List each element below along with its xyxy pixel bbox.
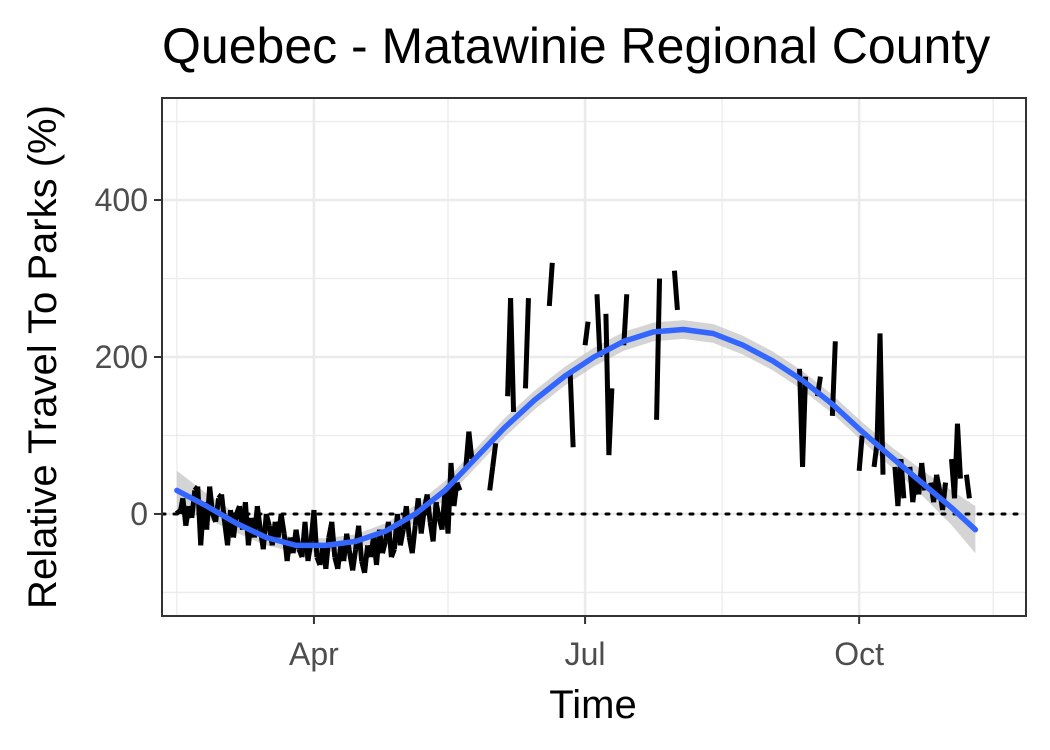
daily-segment bbox=[954, 423, 963, 479]
smooth-trend-series bbox=[174, 326, 979, 549]
daily-segment bbox=[263, 513, 272, 527]
daily-segment bbox=[397, 529, 406, 546]
daily-segment bbox=[856, 435, 865, 472]
daily-segment bbox=[389, 548, 397, 559]
daily-segment bbox=[254, 505, 263, 530]
x-axis-title: Time bbox=[549, 683, 636, 727]
daily-segment bbox=[546, 262, 555, 307]
y-axis-title: Relative Travel To Parks (%) bbox=[21, 105, 65, 609]
daily-segment bbox=[671, 270, 680, 311]
daily-segment bbox=[934, 474, 943, 491]
daily-segment bbox=[466, 431, 475, 460]
y-axis: 0 200 400 bbox=[95, 182, 162, 532]
daily-segment bbox=[594, 294, 603, 358]
daily-segment bbox=[582, 321, 591, 346]
daily-segment bbox=[454, 481, 463, 492]
daily-segment bbox=[654, 278, 663, 420]
daily-segment bbox=[940, 482, 949, 511]
daily-segment bbox=[490, 443, 499, 468]
daily-segment bbox=[380, 540, 388, 554]
daily-segment bbox=[487, 466, 496, 491]
daily-segment bbox=[621, 294, 630, 346]
daily-segment bbox=[350, 548, 359, 571]
smooth-trend-line bbox=[174, 326, 979, 549]
daily-segment bbox=[433, 501, 442, 519]
daily-segment bbox=[418, 509, 427, 534]
daily-segment bbox=[877, 333, 886, 475]
daily-segment bbox=[311, 509, 320, 558]
daily-segment bbox=[522, 298, 531, 389]
x-tick-label: Oct bbox=[834, 636, 884, 672]
daily-segment bbox=[606, 388, 615, 456]
daily-segment bbox=[963, 474, 972, 499]
daily-segment bbox=[403, 505, 412, 538]
x-tick-label: Jul bbox=[565, 636, 606, 672]
daily-segment bbox=[231, 513, 239, 538]
daily-segment bbox=[508, 298, 517, 413]
chart-title: Quebec - Matawinie Regional County bbox=[162, 18, 990, 74]
daily-segment bbox=[329, 521, 338, 558]
y-tick-label: 0 bbox=[130, 496, 148, 532]
daily-segment bbox=[800, 376, 809, 467]
y-tick-label: 200 bbox=[95, 339, 148, 375]
daily-segment bbox=[278, 513, 287, 534]
x-axis: Apr Jul Oct bbox=[289, 616, 884, 672]
daily-segment bbox=[567, 372, 576, 448]
daily-segment bbox=[409, 525, 418, 554]
x-tick-label: Apr bbox=[289, 636, 339, 672]
daily-segment bbox=[356, 525, 365, 562]
daily-segment bbox=[323, 537, 332, 570]
daily-segment bbox=[424, 494, 433, 523]
y-tick-label: 400 bbox=[95, 182, 148, 218]
daily-segment bbox=[189, 490, 198, 519]
